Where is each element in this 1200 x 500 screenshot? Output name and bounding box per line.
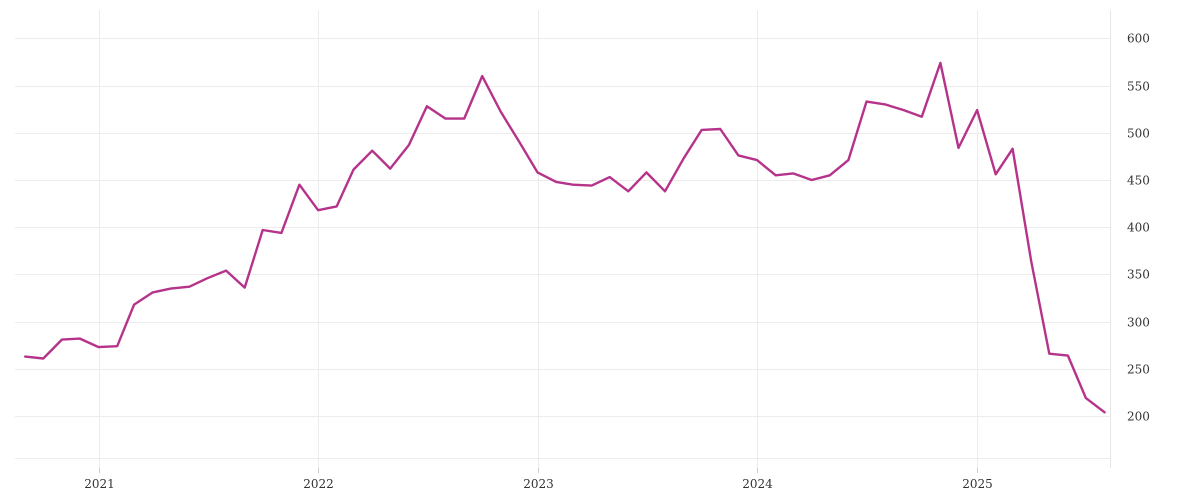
x-tick-label: 2022 (303, 477, 334, 491)
y-tick-label: 500 (1127, 127, 1150, 141)
x-tick-label: 2023 (523, 477, 554, 491)
grid-layer (15, 10, 1110, 468)
label-layer: 200 250 300 350 400 450 500 550 600 2021 2022 2023 2… (84, 32, 1150, 492)
x-tick-label: 2024 (742, 477, 773, 491)
y-tick-label: 250 (1127, 363, 1150, 377)
axis-layer (99, 10, 1111, 473)
y-tick-label: 200 (1127, 410, 1150, 424)
x-tick-label: 2025 (962, 477, 993, 491)
x-tick-label: 2021 (84, 477, 115, 491)
y-tick-label: 600 (1127, 32, 1150, 46)
y-tick-label: 300 (1127, 316, 1150, 330)
y-tick-label: 350 (1127, 268, 1150, 282)
series-line (24, 61, 1106, 414)
y-tick-label: 400 (1127, 221, 1150, 235)
y-tick-label: 550 (1127, 80, 1150, 94)
y-tick-label: 450 (1127, 174, 1150, 188)
series-layer (24, 61, 1106, 414)
